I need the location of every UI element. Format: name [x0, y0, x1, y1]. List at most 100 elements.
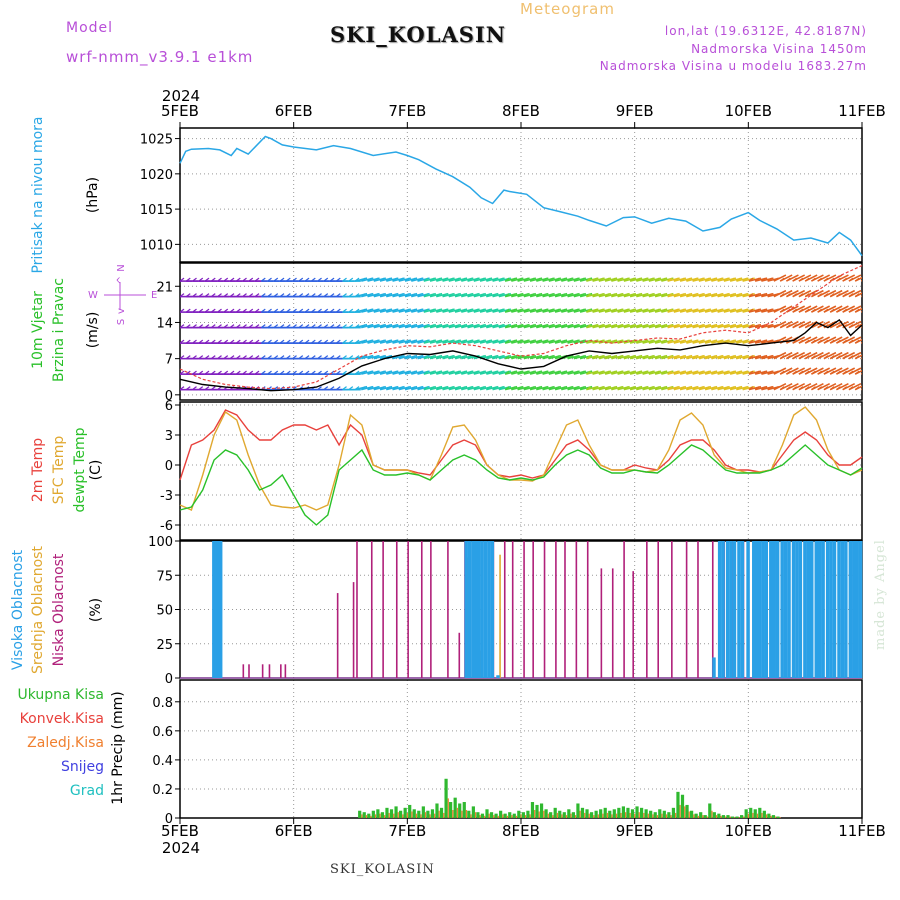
wind-arrow-head: [348, 355, 354, 360]
elevation-label: Nadmorska Visina 1450m: [691, 42, 867, 56]
cloud-high-bar: [487, 541, 491, 678]
clouds-ytick-label: 0: [165, 672, 173, 687]
wind-arrow-head: [317, 339, 322, 344]
wind-arrow-head: [435, 324, 441, 329]
wind-arrow-head: [648, 293, 654, 298]
wind-arrow-head: [460, 324, 466, 329]
wind-arrow-head: [492, 277, 497, 282]
cloud-low-bar: [611, 568, 614, 678]
precip-frz-bar: [515, 815, 518, 818]
wind-arrow-head: [792, 355, 798, 360]
cloud-high-bar: [712, 657, 716, 678]
wind-arrow-head: [761, 370, 766, 375]
wind-arrow-head: [611, 277, 616, 282]
wind-arrow-head: [654, 370, 660, 375]
precip-frz-bar: [752, 812, 754, 818]
wind-arrow-head: [273, 277, 279, 282]
precip-frz-bar: [629, 812, 631, 818]
wind-arrow-head: [523, 370, 529, 375]
wind-arrow-head: [342, 308, 347, 313]
wind-arrow-head: [473, 277, 479, 282]
wind-arrow-head: [435, 355, 441, 360]
wind-arrow-head: [767, 386, 773, 391]
cloud-high-bar: [212, 541, 216, 678]
precip-frz-bar: [484, 815, 486, 818]
wind-arrow-head: [617, 324, 622, 329]
wind-arrow-head: [667, 277, 672, 282]
wind-arrow-head: [817, 339, 823, 344]
precip-frz-bar: [574, 815, 577, 818]
wind-arrow-head: [535, 386, 541, 391]
wind-arrow-head: [617, 355, 622, 360]
precip-frz-bar: [415, 813, 418, 818]
wind-arrow-head: [598, 355, 604, 360]
wind-arrow-head: [392, 277, 397, 282]
precip-bar: [389, 809, 394, 818]
wind-arrow-head: [698, 277, 704, 282]
wind-arrow-head: [598, 277, 604, 282]
wind-arrow-head: [836, 386, 841, 391]
wind-arrow-head: [510, 355, 516, 360]
cloud-ylabel-high: Visoka Oblacnost: [10, 549, 26, 670]
credit-watermark: made by Angel: [873, 539, 888, 650]
wind-arrow-head: [492, 339, 497, 344]
wind-arrow-head: [223, 339, 229, 344]
wind-arrow-head: [392, 324, 397, 329]
wind-arrow-head: [829, 308, 835, 313]
wind-arrow-head: [498, 324, 504, 329]
wind-arrow-head: [817, 370, 823, 375]
wind-arrow-head: [217, 293, 222, 298]
cloud-high-bar: [791, 541, 796, 678]
wind-arrow-head: [535, 355, 541, 360]
wind-arrow-head: [304, 308, 310, 313]
wind-arrow-head: [535, 277, 541, 282]
precip-frz-bar: [538, 811, 540, 818]
wind-ytick-label: 21: [156, 280, 173, 295]
wind-arrow: [861, 388, 862, 391]
wind-arrow-head: [348, 339, 354, 344]
wind-arrow-head: [604, 324, 610, 329]
wind-arrow-head: [592, 386, 597, 391]
wind-arrow-head: [617, 293, 622, 298]
precip-frz-bar: [493, 815, 495, 818]
temperature-ytick-label: -3: [160, 489, 173, 504]
wind-arrow-head: [567, 339, 572, 344]
wind-arrow-head: [329, 308, 335, 313]
wind-arrow-head: [767, 293, 773, 298]
cloud-low-bar: [671, 541, 673, 678]
precip-bar: [371, 810, 375, 818]
wind-arrow-head: [323, 386, 329, 391]
wind-arrow-head: [260, 293, 266, 298]
wind-arrow-head: [667, 355, 672, 360]
precip-bar: [494, 813, 498, 818]
wind-arrow-head: [854, 293, 860, 298]
precip-frz-bar: [420, 814, 422, 818]
wind-arrow-head: [504, 370, 510, 375]
wind-arrow-head: [704, 277, 710, 282]
precip-frz-bar: [647, 813, 649, 818]
wind-arrow-head: [404, 293, 410, 298]
wind-arrow-head: [504, 339, 510, 344]
wind-arrow-head: [761, 293, 766, 298]
cloud-high-bar: [787, 541, 791, 678]
precip-bar: [594, 810, 598, 818]
wind-arrow-head: [692, 370, 697, 375]
wind-arrow-head: [604, 370, 610, 375]
wind-arrow-head: [767, 308, 773, 313]
wind-arrow-head: [848, 293, 854, 298]
precip-frz-bar: [725, 816, 727, 818]
wind-arrow-head: [185, 355, 191, 360]
wind-arrow-head: [210, 370, 216, 375]
cloud-low-bar: [407, 541, 409, 678]
wind-arrow-head: [560, 324, 566, 329]
cloud-high-bar: [757, 541, 762, 678]
precip-bar: [430, 809, 435, 818]
wind-arrow-head: [692, 386, 697, 391]
wind-arrow-head: [698, 355, 704, 360]
precip-frz-bar: [565, 815, 568, 818]
wind-arrow-head: [754, 277, 760, 282]
precip-bar: [439, 807, 444, 818]
temperature-ytick-label: 0: [165, 459, 173, 474]
wind-arrow-head: [180, 355, 185, 360]
wind-arrow-head: [192, 277, 197, 282]
